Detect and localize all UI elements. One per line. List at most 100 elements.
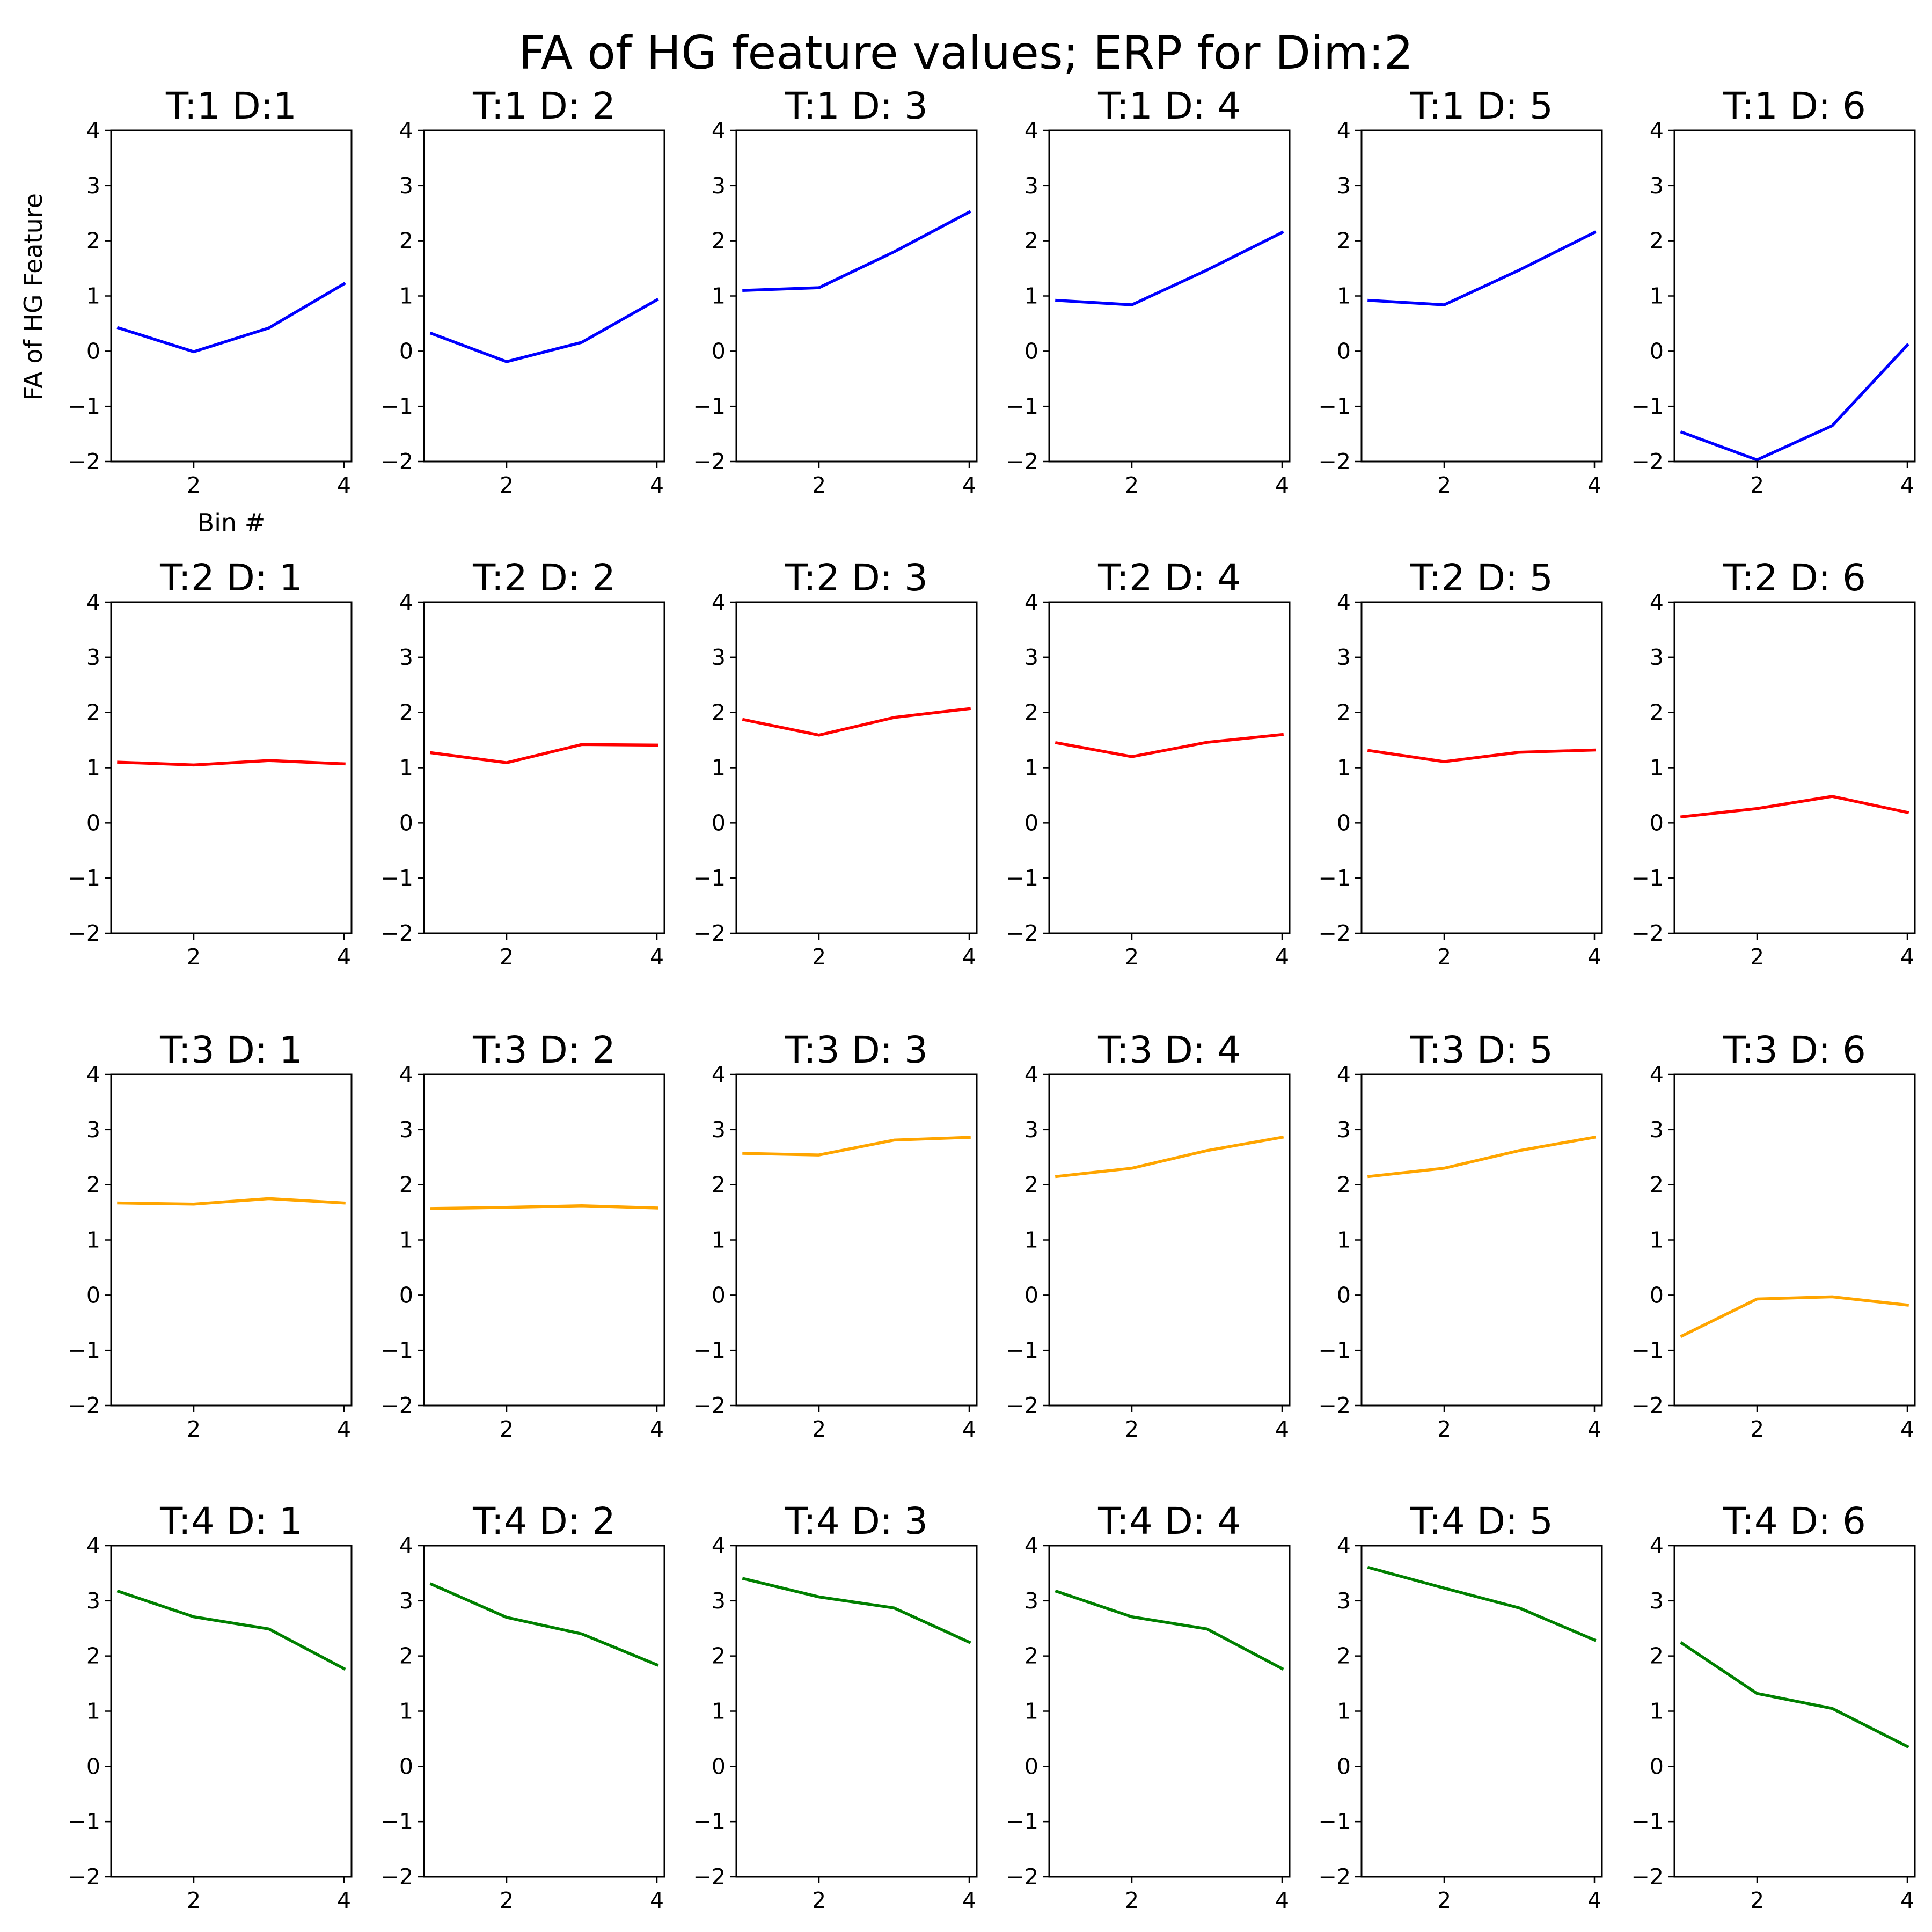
series-line: [1367, 230, 1597, 306]
y-tick-label: 4: [1024, 1533, 1038, 1558]
y-tick-label: −1: [693, 1337, 726, 1363]
y-tick-label: 4: [399, 1062, 413, 1087]
y-tick-label: 3: [1024, 645, 1038, 670]
y-tick-label: 3: [1337, 173, 1351, 199]
y-tick-label: 4: [1024, 589, 1038, 615]
axes-frame: [735, 129, 978, 463]
series-line: [429, 743, 658, 764]
axes-frame: [1048, 1073, 1291, 1407]
x-tick-label: 2: [187, 944, 201, 970]
subplot-title: T:1 D: 3: [785, 85, 928, 128]
y-tick-label: 4: [1024, 118, 1038, 143]
y-tick-label: −1: [68, 393, 100, 419]
subplot-title: T:3 D: 6: [1723, 1029, 1866, 1072]
y-tick-label: 3: [1024, 173, 1038, 199]
y-tick-label: 2: [399, 1643, 413, 1669]
axes-frame: [1360, 1545, 1603, 1878]
subplot-title: T:4 D: 5: [1410, 1500, 1553, 1543]
figure-title: FA of HG feature values; ERP for Dim:2: [519, 26, 1414, 80]
subplot: T:4 D: 6 −2 −1 0 1 2 3 4 2 4: [1631, 1500, 1916, 1913]
y-tick-label: 3: [1650, 1588, 1664, 1614]
axes-frame: [1048, 129, 1291, 463]
x-tick-label: 2: [1750, 944, 1764, 970]
y-tick-label: 1: [1024, 1699, 1038, 1724]
subplot-title: T:4 D: 1: [159, 1500, 303, 1543]
y-tick-label: 4: [1650, 118, 1664, 143]
series-line: [116, 282, 346, 354]
y-axis-label: FA of HG Feature: [19, 193, 48, 400]
y-tick-label: 2: [712, 700, 726, 726]
x-tick-label: 4: [962, 1887, 976, 1913]
y-tick-label: 1: [1024, 1227, 1038, 1253]
y-tick-label: 1: [1650, 283, 1664, 309]
y-tick-label: 3: [86, 173, 100, 199]
y-tick-label: 1: [1650, 1699, 1664, 1724]
y-tick-label: −1: [68, 865, 100, 891]
x-tick-label: 2: [1125, 1887, 1139, 1913]
x-tick-label: 2: [187, 472, 201, 498]
y-tick-label: 2: [86, 1172, 100, 1198]
y-tick-label: 2: [1337, 1172, 1351, 1198]
y-tick-label: 1: [86, 755, 100, 781]
y-tick-label: −1: [1631, 1809, 1664, 1834]
axes-frame: [423, 601, 665, 934]
y-tick-label: 2: [712, 1643, 726, 1669]
x-tick-label: 4: [1275, 944, 1289, 970]
y-tick-label: 2: [712, 228, 726, 254]
y-tick-label: 3: [399, 173, 413, 199]
y-tick-label: 2: [1650, 228, 1664, 254]
x-tick-label: 4: [1587, 1887, 1601, 1913]
axes-frame: [1360, 1073, 1603, 1407]
series-line: [1367, 1136, 1597, 1179]
y-tick-label: 4: [86, 1062, 100, 1087]
x-tick-label: 4: [650, 1887, 664, 1913]
y-tick-label: 3: [86, 645, 100, 670]
y-tick-label: 1: [399, 1699, 413, 1724]
y-tick-label: −2: [1319, 449, 1351, 474]
y-tick-label: −1: [1006, 1337, 1038, 1363]
y-tick-label: −2: [68, 449, 100, 474]
subplot: T:3 D: 3 −2 −1 0 1 2 3 4 2 4: [693, 1029, 978, 1442]
x-tick-label: 2: [1125, 472, 1139, 498]
x-tick-label: 4: [1275, 1887, 1289, 1913]
y-tick-label: 0: [712, 338, 726, 364]
y-tick-label: 4: [1650, 1533, 1664, 1558]
subplot-title: T:2 D: 4: [1097, 557, 1241, 599]
series-line: [116, 1589, 346, 1671]
y-tick-label: 3: [1337, 1117, 1351, 1143]
y-tick-label: 3: [86, 1588, 100, 1614]
x-tick-label: 4: [337, 472, 351, 498]
y-tick-label: 3: [712, 645, 726, 670]
y-tick-label: 3: [1650, 1117, 1664, 1143]
x-tick-label: 2: [812, 1887, 826, 1913]
subplot: T:3 D: 2 −2 −1 0 1 2 3 4 2 4: [381, 1029, 665, 1442]
y-tick-label: −2: [1006, 920, 1038, 946]
y-tick-label: 0: [1337, 338, 1351, 364]
subplot: T:4 D: 3 −2 −1 0 1 2 3 4 2 4: [693, 1500, 978, 1913]
y-tick-label: −1: [693, 1809, 726, 1834]
y-tick-label: −1: [1319, 865, 1351, 891]
x-tick-label: 4: [1587, 1416, 1601, 1442]
axes-frame: [423, 1073, 665, 1407]
y-tick-label: −2: [1006, 1864, 1038, 1890]
series-line: [1055, 230, 1284, 306]
subplot-title: T:3 D: 3: [785, 1029, 928, 1072]
subplot-title: T:3 D: 4: [1097, 1029, 1241, 1072]
subplot-title: T:4 D: 6: [1723, 1500, 1866, 1543]
x-tick-label: 4: [1587, 472, 1601, 498]
y-tick-label: −2: [381, 449, 413, 474]
x-tick-label: 2: [1437, 944, 1451, 970]
y-tick-label: 1: [1337, 755, 1351, 781]
series-line: [1055, 1136, 1284, 1179]
series-line: [742, 210, 971, 292]
y-tick-label: 1: [1650, 1227, 1664, 1253]
y-tick-label: 1: [712, 283, 726, 309]
y-tick-label: −1: [1006, 393, 1038, 419]
y-tick-label: 4: [712, 1533, 726, 1558]
axes-frame: [110, 601, 353, 934]
y-tick-label: 3: [712, 173, 726, 199]
y-tick-label: 2: [399, 228, 413, 254]
subplot: T:2 D: 4 −2 −1 0 1 2 3 4 2 4: [1006, 557, 1291, 970]
